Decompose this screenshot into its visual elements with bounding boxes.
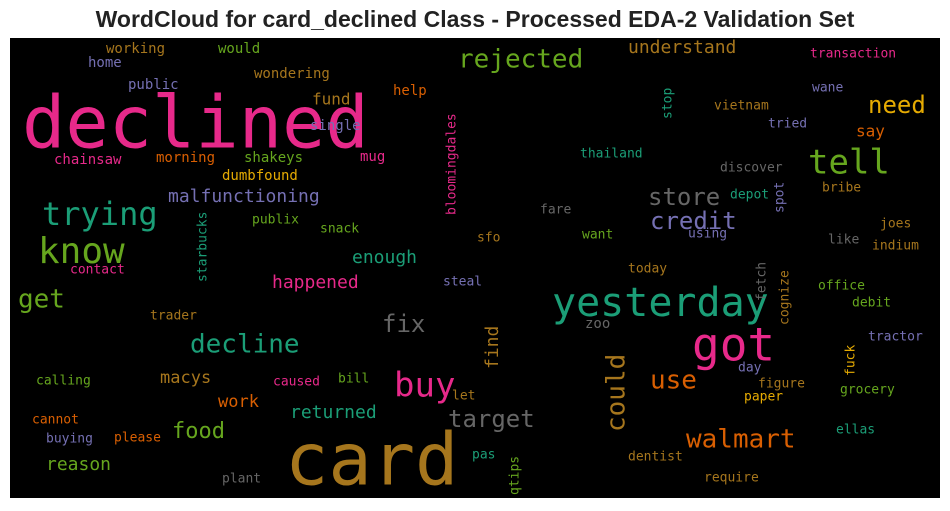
word: joes: [880, 217, 911, 232]
word: please: [114, 431, 161, 446]
word: sfo: [477, 231, 500, 246]
word: qtips: [508, 456, 523, 495]
word: understand: [628, 37, 736, 58]
word: would: [218, 41, 260, 57]
word: cognize: [778, 270, 793, 325]
word: fare: [540, 203, 571, 218]
word: wane: [812, 81, 843, 96]
word: single: [310, 118, 361, 134]
word: like: [828, 233, 859, 248]
word: stop: [661, 88, 676, 119]
word: need: [868, 91, 926, 119]
word: walmart: [686, 425, 796, 455]
word: fuck: [844, 345, 859, 376]
word: reason: [46, 454, 111, 475]
word: enough: [352, 247, 417, 268]
word: help: [393, 83, 427, 99]
word: credit: [650, 207, 737, 235]
word: tractor: [868, 330, 923, 345]
word: declined: [22, 81, 369, 165]
word: happened: [272, 272, 359, 293]
word: could: [602, 354, 632, 432]
word: publix: [252, 213, 299, 228]
word: vietnam: [714, 99, 769, 114]
word: mug: [360, 149, 385, 165]
word: transaction: [810, 47, 896, 62]
word: debit: [852, 296, 891, 311]
word: bloomingdales: [445, 113, 460, 215]
word: zoo: [585, 316, 610, 332]
word: calling: [36, 374, 91, 389]
word: card: [285, 418, 458, 502]
word: morning: [156, 150, 215, 166]
word: require: [704, 471, 759, 486]
chart-title: WordCloud for card_declined Class - Proc…: [96, 6, 855, 32]
word: working: [106, 41, 165, 57]
word: bill: [338, 372, 369, 387]
word: public: [128, 77, 179, 93]
word: macys: [160, 368, 211, 388]
word: dumbfound: [222, 168, 298, 184]
word: let: [452, 389, 475, 404]
word: buy: [394, 366, 455, 406]
word: today: [628, 262, 667, 277]
word: get: [18, 285, 65, 315]
word: fix: [382, 310, 425, 338]
word: snack: [320, 222, 359, 237]
word: caused: [273, 375, 320, 390]
word: cannot: [32, 413, 79, 428]
word: plant: [222, 472, 261, 487]
word: starbucks: [196, 212, 211, 282]
word: know: [38, 231, 125, 272]
word: thailand: [580, 147, 643, 162]
cloud-background: [10, 38, 940, 498]
word: decline: [190, 330, 300, 360]
word: buying: [46, 432, 93, 447]
word: office: [818, 279, 865, 294]
word: trader: [150, 309, 197, 324]
word: paper: [744, 390, 783, 405]
word: work: [218, 392, 259, 412]
word: discover: [720, 161, 783, 176]
word: day: [738, 361, 762, 376]
word: contact: [70, 263, 125, 278]
word: shakeys: [244, 150, 303, 166]
word: spot: [773, 182, 788, 213]
word: figure: [758, 377, 805, 392]
word: dentist: [628, 450, 683, 465]
word: want: [582, 228, 613, 243]
word: say: [856, 122, 885, 141]
word: returned: [290, 402, 377, 423]
word: target: [448, 405, 535, 433]
word: depot: [730, 188, 769, 203]
word: fund: [312, 90, 351, 109]
word: indium: [872, 239, 919, 254]
word: chainsaw: [54, 152, 122, 168]
word: fetch: [755, 262, 770, 301]
word: find: [482, 326, 503, 369]
word: tell: [808, 143, 890, 183]
word: store: [648, 183, 720, 211]
word: yesterday: [552, 280, 769, 326]
word: ellas: [836, 423, 875, 438]
word: wondering: [254, 66, 330, 82]
word: steal: [443, 275, 482, 290]
word: pas: [472, 448, 495, 463]
word: home: [88, 55, 122, 71]
word: malfunctioning: [168, 186, 320, 207]
word: tried: [768, 117, 807, 132]
word: using: [688, 227, 727, 242]
word: rejected: [458, 45, 583, 75]
word: use: [650, 366, 697, 396]
word: food: [172, 419, 225, 444]
word: trying: [42, 195, 158, 233]
word: got: [692, 318, 775, 372]
word: bribe: [822, 181, 861, 196]
word: grocery: [840, 383, 895, 398]
